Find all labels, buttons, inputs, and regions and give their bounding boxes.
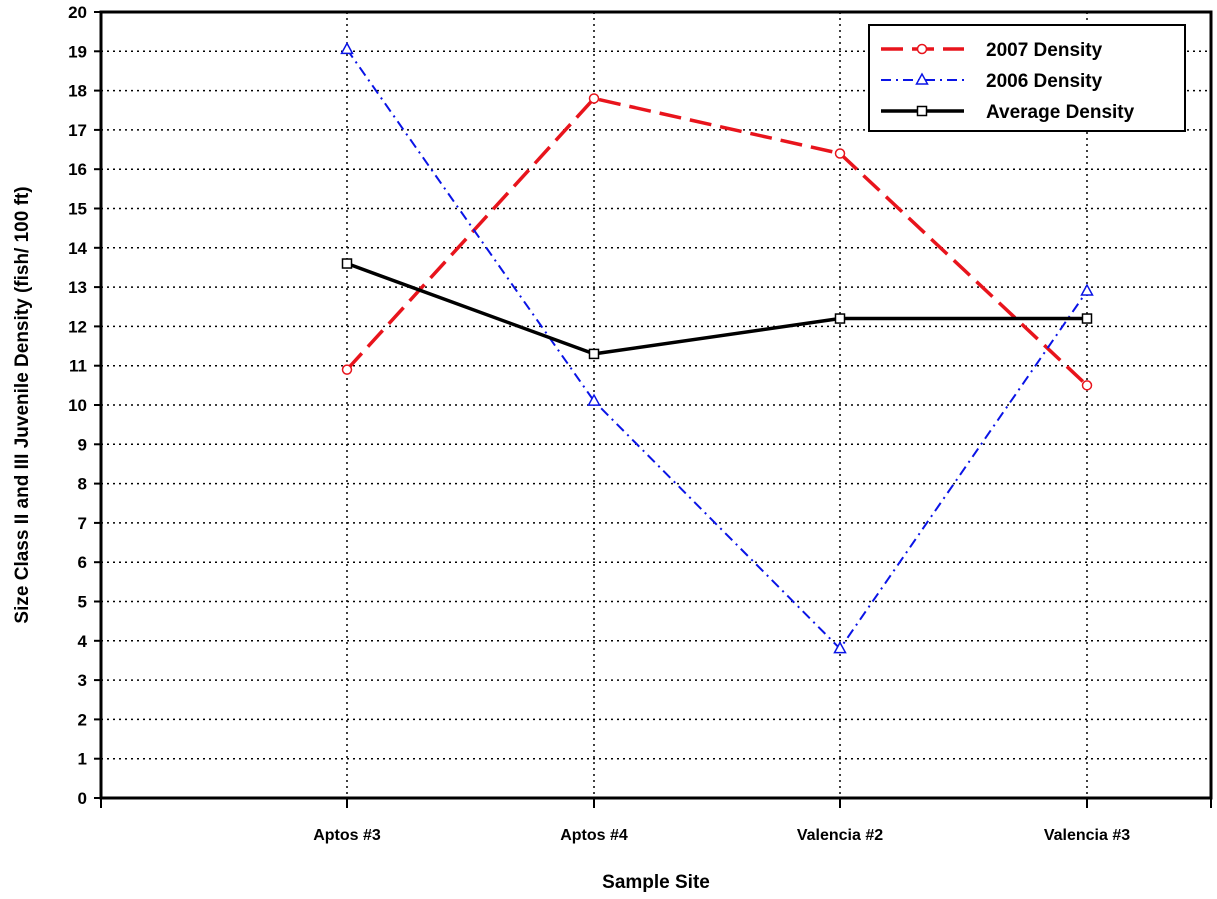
- y-tick-label: 12: [68, 317, 87, 336]
- y-tick-label: 2: [78, 710, 87, 729]
- y-tick-label: 7: [78, 514, 87, 533]
- y-tick-label: 13: [68, 278, 87, 297]
- series-line: [345, 96, 1089, 387]
- data-point: [587, 393, 601, 406]
- legend-label: 2007 Density: [986, 40, 1103, 61]
- legend-swatch-marker: [915, 72, 929, 85]
- y-tick-label: 4: [78, 632, 88, 651]
- data-point: [834, 313, 846, 324]
- x-tick-label: Aptos #3: [313, 827, 381, 844]
- y-tick-label: 19: [68, 42, 87, 61]
- x-tick-label: Aptos #4: [560, 827, 628, 844]
- y-tick-label: 9: [78, 435, 87, 454]
- y-tick-label: 18: [68, 82, 87, 101]
- series-2007-density: [341, 93, 1093, 391]
- data-point: [588, 93, 600, 104]
- y-axis-title: Size Class II and III Juvenile Density (…: [12, 186, 33, 623]
- x-axis-ticks: Aptos #3 Aptos #4 Valencia #2 Valencia #3: [100, 798, 1212, 844]
- x-tick-label: Valencia #3: [1044, 827, 1130, 844]
- y-tick-label: 8: [78, 475, 87, 494]
- legend-swatch-marker: [916, 105, 928, 117]
- y-tick-label: 11: [69, 357, 87, 376]
- data-point: [340, 41, 354, 55]
- series-average-density: [341, 258, 1093, 360]
- data-point: [833, 641, 847, 654]
- y-tick-label: 1: [78, 750, 87, 769]
- data-point: [588, 348, 600, 360]
- y-tick-label: 15: [68, 200, 87, 219]
- x-tick-label: Valencia #2: [797, 827, 883, 844]
- series-line: [346, 48, 1088, 650]
- x-axis-title: Sample Site: [602, 872, 710, 893]
- legend: 2007 Density 2006 Density Average Density: [868, 24, 1186, 132]
- y-tick-label: 5: [78, 593, 87, 612]
- series-line: [346, 261, 1087, 356]
- y-tick-label: 14: [68, 239, 87, 258]
- legend-label: Average Density: [986, 102, 1135, 123]
- data-point: [1080, 283, 1094, 296]
- y-tick-label: 10: [68, 396, 87, 415]
- legend-swatch-marker: [916, 43, 928, 55]
- series-group: [340, 41, 1094, 654]
- data-point: [341, 258, 353, 269]
- y-tick-label: 0: [78, 789, 87, 808]
- y-tick-label: 16: [68, 160, 87, 179]
- data-point: [1081, 313, 1093, 324]
- y-tick-label: 3: [78, 671, 87, 690]
- legend-items: 2007 Density 2006 Density Average Density: [881, 40, 1135, 123]
- y-tick-label: 6: [78, 553, 87, 572]
- y-tick-label: 20: [68, 3, 87, 22]
- series-2006-density: [340, 41, 1094, 654]
- legend-label: 2006 Density: [986, 71, 1103, 92]
- data-point: [834, 148, 846, 159]
- data-point: [341, 364, 353, 375]
- y-tick-label: 17: [68, 121, 87, 140]
- data-point: [1081, 380, 1093, 391]
